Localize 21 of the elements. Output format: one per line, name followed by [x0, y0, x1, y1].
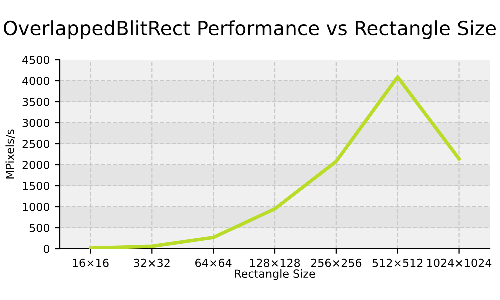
- x-tick-label: 128×128: [250, 258, 300, 268]
- y-tick-label: 4500: [22, 56, 50, 64]
- y-tick-label: 2000: [22, 160, 50, 170]
- line-series: [88, 75, 462, 249]
- y-tick-label: 2500: [22, 140, 50, 148]
- x-tick-label: 32×32: [134, 258, 170, 268]
- chart-title: OverlappedBlitRect Performance vs Rectangle Size: [4, 20, 496, 40]
- y-tick-label: 1500: [23, 182, 50, 190]
- y-tick-label: 500: [30, 224, 50, 232]
- x-tick-label: 512×512: [372, 258, 423, 268]
- y-tick-label: 0: [44, 244, 50, 254]
- x-tick-label: 256×256: [311, 258, 362, 268]
- x-tick-label: 16×16: [73, 258, 109, 268]
- x-axis-title: Rectangle Size: [235, 269, 316, 280]
- y-tick-label: 4000: [22, 76, 50, 86]
- y-tick-label: 1000: [23, 202, 50, 212]
- y-tick-label: 3000: [22, 118, 50, 128]
- y-axis-title: MPixels/s: [6, 130, 16, 179]
- x-tick-label: 64×64: [196, 258, 232, 268]
- x-tick-label: 1024×1024: [428, 258, 492, 268]
- y-tick-label: 3500: [22, 98, 50, 106]
